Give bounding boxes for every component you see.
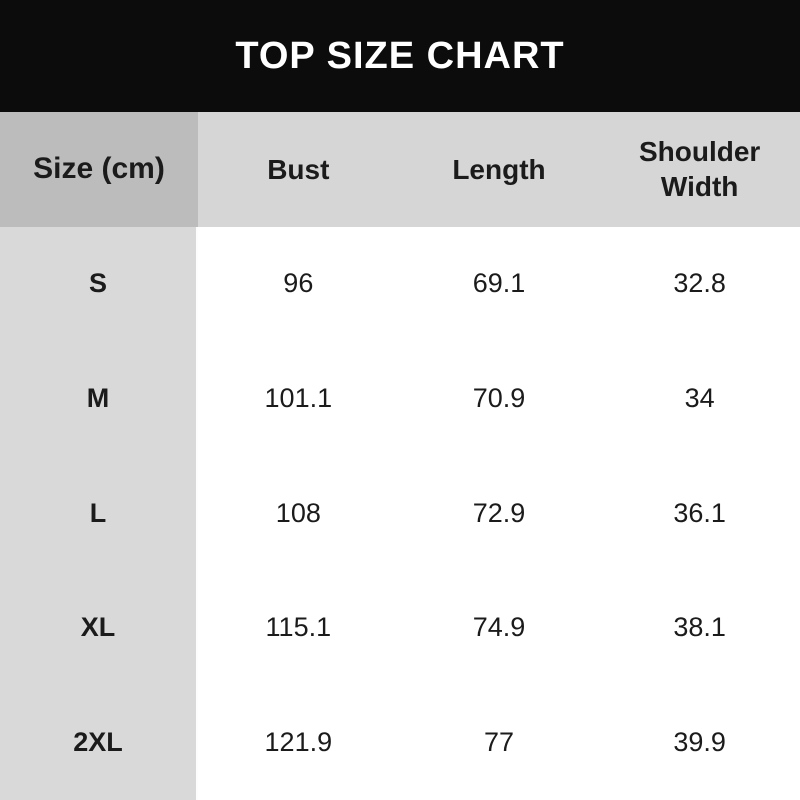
cell-xl-length: 74.9 — [472, 612, 526, 643]
row-label-2xl: 2XL — [0, 685, 198, 800]
header-cell-size-cm: Size (cm) — [0, 112, 198, 227]
cell-s-bust: 96 — [283, 268, 314, 299]
cell-xl-bust: 115.1 — [265, 612, 332, 643]
header-cell-shoulder-width: Shoulder Width — [599, 112, 800, 227]
size-table: Size (cm) Bust Length Shoulder Width S 9… — [0, 112, 800, 800]
cell-s-length: 69.1 — [472, 268, 526, 299]
cell-m-length: 70.9 — [472, 383, 526, 414]
row-label-s: S — [0, 226, 198, 342]
cell-l-shoulder: 36.1 — [673, 497, 726, 528]
cell-m-bust: 101.1 — [264, 383, 333, 414]
cell-s-shoulder: 32.8 — [673, 268, 726, 299]
row-label-m: M — [0, 341, 198, 456]
header-cell-length: Length — [398, 112, 600, 227]
cell-2xl-length: 77 — [483, 727, 515, 758]
header-label-length: Length — [452, 153, 546, 185]
cell-xl-shoulder: 38.1 — [673, 612, 726, 643]
cell-l-length: 72.9 — [472, 497, 526, 528]
cell-2xl-bust: 121.9 — [264, 727, 333, 758]
page-title: TOP SIZE CHART — [235, 34, 565, 77]
row-label-l: L — [0, 455, 198, 571]
title-bar: TOP SIZE CHART — [0, 0, 800, 112]
header-cell-bust: Bust — [198, 112, 399, 227]
cell-2xl-shoulder: 39.9 — [673, 727, 726, 758]
header-label-bust: Bust — [267, 153, 330, 185]
cell-l-bust: 108 — [275, 497, 321, 528]
cell-m-shoulder: 34 — [684, 383, 715, 414]
row-label-xl: XL — [0, 570, 198, 686]
header-label-shoulder-width: Shoulder Width — [638, 136, 761, 203]
